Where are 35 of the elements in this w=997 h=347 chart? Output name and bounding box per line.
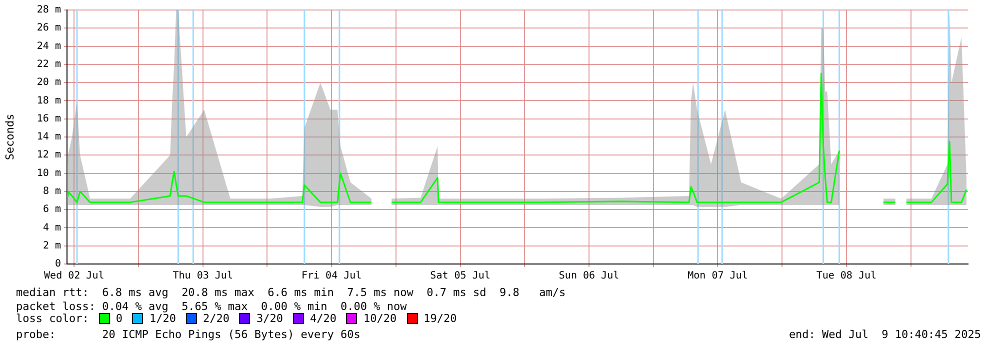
text: probe: 20 ICMP Echo Pings (56 Bytes) every 60s	[16, 328, 360, 342]
y-tick-label: 14 m	[36, 132, 61, 143]
x-tick-label: Wed 02 Jul	[44, 270, 104, 282]
y-axis-title: Seconds	[3, 114, 16, 160]
y-tick-label: 28 m	[36, 4, 61, 16]
y-tick-label: 20 m	[36, 77, 61, 88]
legend-label: 1/20	[149, 312, 176, 325]
y-tick-label: 12 m	[36, 150, 61, 161]
y-tick-label: 4 m	[42, 222, 61, 234]
legend-label: 2/20	[202, 312, 230, 325]
x-tick-label: Sun 06 Jul	[558, 270, 620, 282]
x-tick-label: Tue 08 Jul	[816, 270, 877, 282]
legend-label: 0	[116, 312, 122, 325]
y-tick-label: 2 m	[42, 240, 61, 252]
legend-title: loss color:	[16, 312, 89, 325]
x-tick-label: Mon 07 Jul	[688, 270, 748, 282]
y-tick-label: 24 m	[36, 40, 61, 52]
legend-label: 4/20	[310, 312, 336, 325]
y-tick-label: 0	[54, 258, 61, 270]
y-tick-label: 16 m	[36, 113, 61, 124]
text: median rtt: 6.8 ms avg 20.8 ms max 6.6 ms min 7.5 ms now 0.7 ms sd 9.8 am/s	[16, 286, 566, 300]
x-tick-label: Fri 04 Jul	[301, 270, 362, 282]
x-tick-label: Sat 05 Jul	[430, 270, 490, 282]
y-tick-label: 6 m	[42, 204, 61, 216]
x-tick-label: Thu 03 Jul	[172, 270, 233, 282]
legend-label: 3/20	[256, 312, 283, 325]
text: packet loss: 0.04 % avg 5.65 % max 0.00 % min 0.00 % now	[16, 300, 407, 314]
y-tick-label: 26 m	[36, 22, 61, 34]
y-tick-label: 18 m	[36, 95, 61, 106]
y-tick-label: 8 m	[42, 186, 61, 198]
y-tick-label: 10 m	[36, 168, 61, 179]
y-tick-label: 22 m	[36, 59, 61, 70]
text: end: Wed Jul 9 10:40:45 2025	[788, 328, 981, 342]
legend-label: 10/20	[363, 312, 397, 325]
legend-label: 19/20	[424, 312, 457, 325]
